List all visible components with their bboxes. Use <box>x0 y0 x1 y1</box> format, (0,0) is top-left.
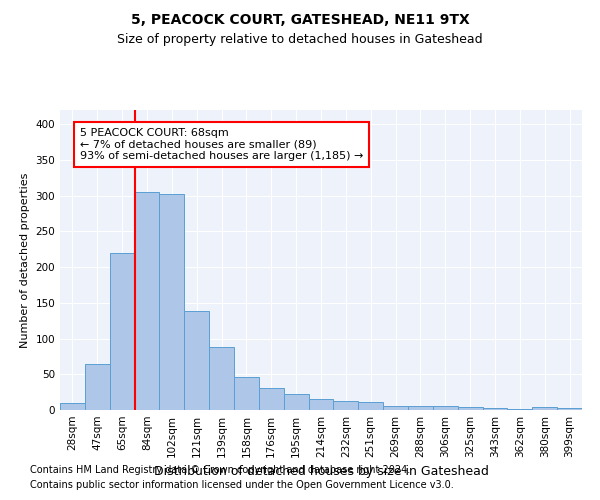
Text: Contains public sector information licensed under the Open Government Licence v3: Contains public sector information licen… <box>30 480 454 490</box>
Bar <box>508 408 532 410</box>
X-axis label: Distribution of detached houses by size in Gateshead: Distribution of detached houses by size … <box>154 466 488 478</box>
Bar <box>433 406 458 410</box>
Bar <box>557 408 582 410</box>
Bar <box>60 403 85 410</box>
Bar <box>334 402 358 410</box>
Bar <box>482 408 508 410</box>
Text: Size of property relative to detached houses in Gateshead: Size of property relative to detached ho… <box>117 32 483 46</box>
Text: 5, PEACOCK COURT, GATESHEAD, NE11 9TX: 5, PEACOCK COURT, GATESHEAD, NE11 9TX <box>131 12 469 26</box>
Y-axis label: Number of detached properties: Number of detached properties <box>20 172 30 348</box>
Bar <box>308 400 334 410</box>
Bar <box>408 406 433 410</box>
Text: Contains HM Land Registry data © Crown copyright and database right 2024.: Contains HM Land Registry data © Crown c… <box>30 465 410 475</box>
Bar <box>110 253 134 410</box>
Bar <box>358 402 383 410</box>
Bar <box>85 364 110 410</box>
Bar <box>184 312 209 410</box>
Bar <box>458 407 482 410</box>
Bar <box>134 192 160 410</box>
Bar <box>209 347 234 410</box>
Bar <box>160 194 184 410</box>
Bar <box>532 407 557 410</box>
Bar <box>234 377 259 410</box>
Text: 5 PEACOCK COURT: 68sqm
← 7% of detached houses are smaller (89)
93% of semi-deta: 5 PEACOCK COURT: 68sqm ← 7% of detached … <box>80 128 363 161</box>
Bar <box>284 394 308 410</box>
Bar <box>383 406 408 410</box>
Bar <box>259 388 284 410</box>
